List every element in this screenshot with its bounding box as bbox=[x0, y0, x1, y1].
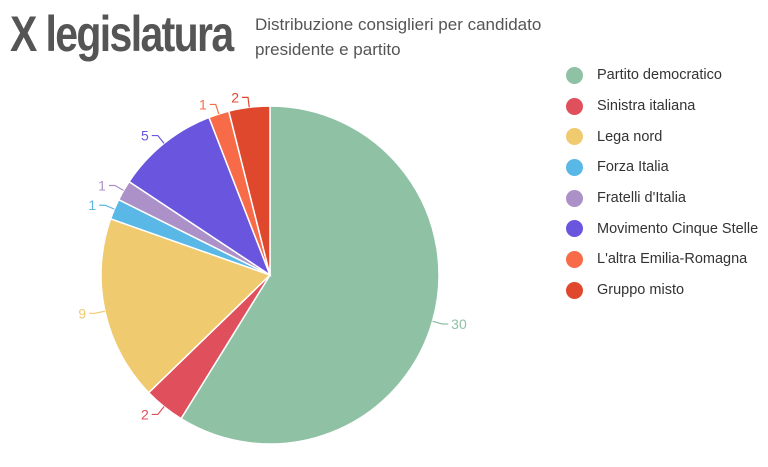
legend-swatch bbox=[566, 220, 583, 238]
leader-line-l-altra-emilia-romagna bbox=[209, 103, 220, 115]
legend-label: Lega nord bbox=[597, 128, 663, 145]
legend-item-l-altra-emilia-romagna: L'altra Emilia-Romagna bbox=[566, 244, 758, 275]
legend-swatch bbox=[566, 128, 583, 146]
data-label-gruppo-misto: 2 bbox=[231, 89, 239, 105]
legend-item-lega-nord: Lega nord bbox=[566, 121, 758, 152]
leader-line-gruppo-misto bbox=[242, 96, 250, 108]
legend-label: Forza Italia bbox=[597, 159, 669, 176]
legend-swatch bbox=[566, 66, 583, 84]
legend-item-sinistra-italiana: Sinistra italiana bbox=[566, 91, 758, 122]
data-label-sinistra-italiana: 2 bbox=[141, 406, 149, 422]
legend-item-fratelli-d-italia: Fratelli d'Italia bbox=[566, 183, 758, 214]
legend-swatch bbox=[566, 189, 583, 207]
legend-item-partito-democratico: Partito democratico bbox=[566, 60, 758, 91]
legend-swatch bbox=[566, 158, 583, 176]
legend-item-movimento-cinque-stelle: Movimento Cinque Stelle bbox=[566, 213, 758, 244]
leader-line-lega-nord bbox=[89, 310, 106, 314]
legend-label: Partito democratico bbox=[597, 67, 722, 84]
data-label-partito-democratico: 30 bbox=[451, 316, 467, 332]
data-label-l-altra-emilia-romagna: 1 bbox=[199, 96, 207, 112]
leader-line-sinistra-italiana bbox=[151, 406, 165, 416]
pie-slice-partito-democratico bbox=[179, 105, 440, 445]
legend-label: L'altra Emilia-Romagna bbox=[597, 251, 748, 268]
leader-line-forza-italia bbox=[99, 204, 115, 210]
legend-item-forza-italia: Forza Italia bbox=[566, 152, 758, 183]
legend-swatch bbox=[566, 97, 583, 115]
chart-legend: Partito democratico Sinistra italiana Lega… bbox=[566, 60, 758, 306]
leader-line-fratelli-d-italia bbox=[108, 184, 124, 192]
legend-item-gruppo-misto: Gruppo misto bbox=[566, 275, 758, 306]
chart-subtitle: Distribuzione consiglieri per candidato … bbox=[255, 15, 542, 59]
page-title: X legislatura bbox=[10, 6, 234, 62]
data-label-lega-nord: 9 bbox=[78, 305, 86, 321]
data-label-fratelli-d-italia: 1 bbox=[98, 178, 106, 194]
legend-swatch bbox=[566, 281, 583, 299]
leader-line-partito-democratico bbox=[432, 320, 449, 325]
data-label-forza-italia: 1 bbox=[88, 197, 96, 213]
legend-label: Fratelli d'Italia bbox=[597, 190, 686, 207]
data-label-movimento-cinque-stelle: 5 bbox=[141, 128, 149, 144]
legend-label: Gruppo misto bbox=[597, 282, 685, 299]
legend-label: Sinistra italiana bbox=[597, 98, 696, 115]
leader-line-movimento-cinque-stelle bbox=[151, 134, 165, 144]
legend-label: Movimento Cinque Stelle bbox=[597, 220, 759, 237]
legend-swatch bbox=[566, 250, 583, 268]
